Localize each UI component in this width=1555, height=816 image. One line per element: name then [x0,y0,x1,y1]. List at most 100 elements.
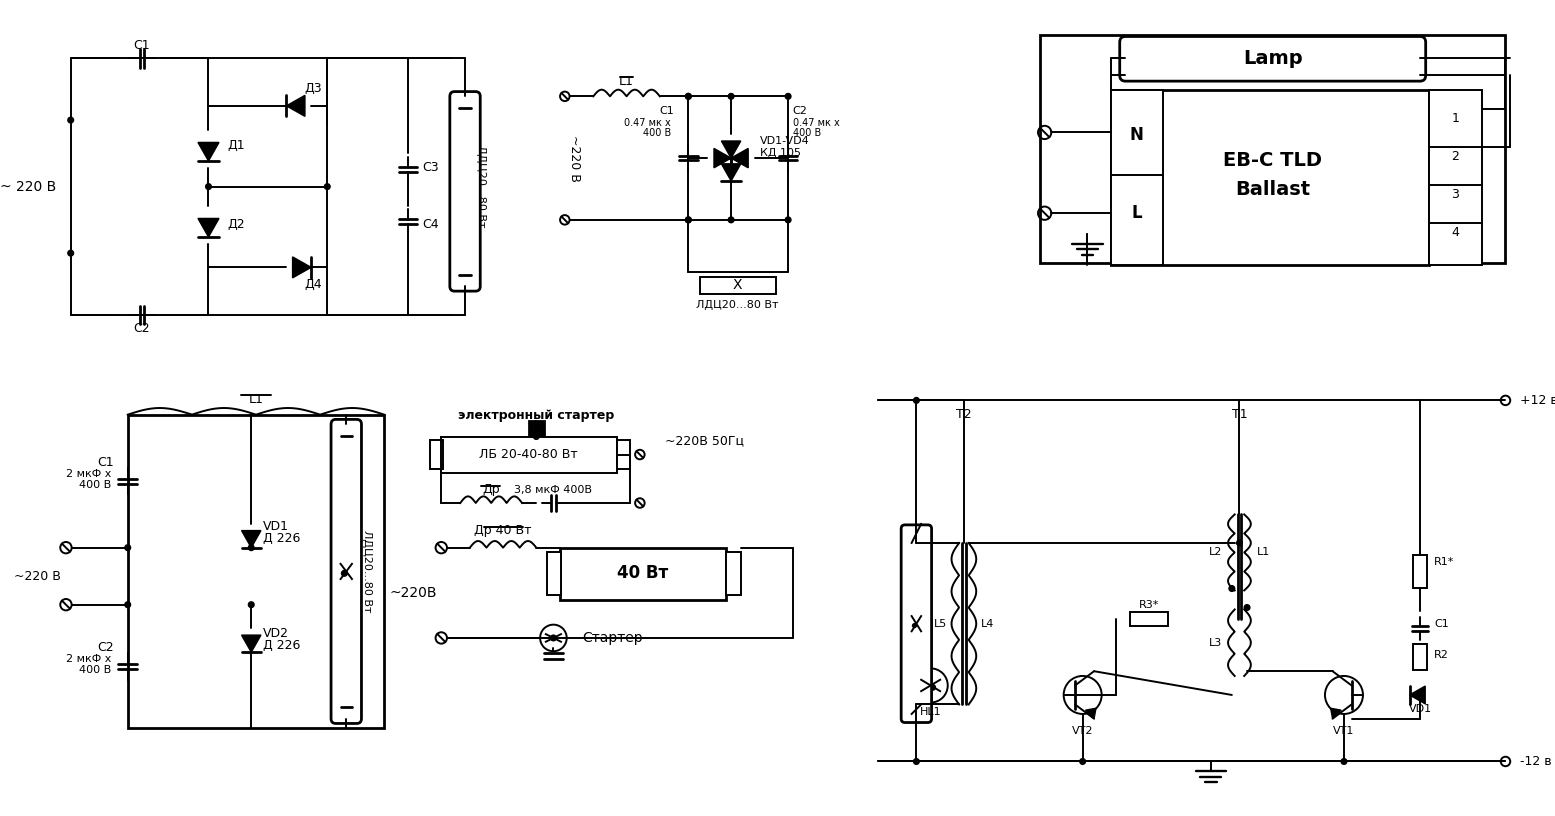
Text: 400 В: 400 В [79,665,112,676]
Polygon shape [1409,686,1426,704]
Circle shape [325,184,330,189]
Circle shape [785,217,791,223]
Text: C1: C1 [1434,619,1449,628]
Circle shape [728,94,734,100]
Text: Ballast: Ballast [1235,180,1311,199]
Circle shape [1228,586,1235,592]
Text: L1: L1 [249,393,263,406]
Text: ЛБ 20-40-80 Вт: ЛБ 20-40-80 Вт [479,448,578,461]
Text: 1: 1 [1451,112,1459,125]
Text: ЛДЦ20...80 Вт: ЛДЦ20...80 Вт [697,300,779,310]
Text: L2: L2 [1208,548,1222,557]
Circle shape [728,217,734,223]
Text: Lamp: Lamp [1242,49,1303,68]
Text: Др 40 Вт: Др 40 Вт [474,524,532,537]
Circle shape [686,94,690,100]
Text: VT2: VT2 [1071,726,1093,736]
Polygon shape [731,149,748,168]
Text: 400 В: 400 В [79,480,112,490]
Text: N: N [1130,126,1144,144]
Circle shape [533,433,540,439]
Text: L3: L3 [1210,637,1222,648]
Text: +12 в: +12 в [1519,394,1555,407]
Text: 2: 2 [1451,149,1459,162]
Text: ЛДЦ20...80 Вт: ЛДЦ20...80 Вт [362,530,372,613]
Text: L4: L4 [981,619,994,628]
Circle shape [1417,692,1423,698]
Text: Стартер: Стартер [582,631,642,645]
Text: ~220 В: ~220 В [14,570,61,583]
Text: Д4: Д4 [305,278,322,291]
Bar [442,437,617,472]
Polygon shape [1085,708,1096,719]
Text: 2 мкФ х: 2 мкФ х [67,468,112,478]
Text: С1: С1 [659,105,673,116]
Bar [1413,644,1426,670]
Text: С1: С1 [96,455,114,468]
Polygon shape [292,257,311,278]
Polygon shape [241,530,261,548]
Text: VD1: VD1 [1409,704,1432,714]
Text: 0.47 мк х: 0.47 мк х [793,118,840,128]
Polygon shape [1331,708,1340,719]
Circle shape [913,759,919,765]
Text: Др: Др [482,483,499,496]
Circle shape [550,635,557,641]
Text: EB-C TLD: EB-C TLD [1224,152,1322,171]
Polygon shape [197,219,219,237]
Text: Д3: Д3 [305,82,322,95]
Text: X: X [732,278,742,292]
Text: С4: С4 [423,218,439,231]
Text: VD1: VD1 [263,521,289,534]
Text: L: L [1132,204,1141,222]
Text: С1: С1 [134,38,151,51]
Text: VT1: VT1 [1333,726,1354,736]
Text: 400 В: 400 В [642,128,672,139]
Bar [547,552,561,595]
Polygon shape [714,149,731,168]
Circle shape [930,685,936,690]
Bar [1112,90,1429,265]
Circle shape [686,217,690,223]
FancyBboxPatch shape [1120,37,1426,81]
Bar [560,548,726,600]
Circle shape [68,118,73,123]
Text: КД 105: КД 105 [759,149,801,158]
Circle shape [686,217,690,223]
Text: 400 В: 400 В [793,128,821,139]
Text: ~220В: ~220В [389,586,437,601]
Bar [1112,90,1163,265]
Bar [617,441,630,469]
Polygon shape [197,143,219,161]
Text: T2: T2 [956,408,972,421]
Circle shape [1236,540,1242,546]
Text: ~220 В: ~220 В [568,135,582,181]
Circle shape [913,623,916,628]
Text: L1: L1 [619,74,634,87]
Text: HL1: HL1 [921,707,941,717]
Circle shape [1340,759,1347,765]
Text: Д 226: Д 226 [263,532,300,544]
Bar [429,441,443,469]
Text: R2: R2 [1434,650,1449,660]
Circle shape [249,545,253,551]
Circle shape [785,94,791,100]
Circle shape [205,184,211,189]
Text: 4: 4 [1451,226,1459,239]
Bar [1413,555,1426,588]
Text: R3*: R3* [1138,600,1160,610]
Text: R1*: R1* [1434,557,1454,567]
Circle shape [342,570,347,576]
Bar [128,415,384,728]
Text: -12 в: -12 в [1519,755,1552,768]
Text: ~ 220 В: ~ 220 В [0,180,56,193]
Text: T1: T1 [1232,408,1247,421]
Text: С2: С2 [793,105,807,116]
Circle shape [1079,759,1085,765]
Text: 3: 3 [1451,188,1459,201]
Text: L1: L1 [1256,548,1270,557]
Text: С2: С2 [96,641,114,654]
Polygon shape [722,141,740,158]
Text: Д1: Д1 [227,140,246,153]
FancyBboxPatch shape [449,91,480,291]
